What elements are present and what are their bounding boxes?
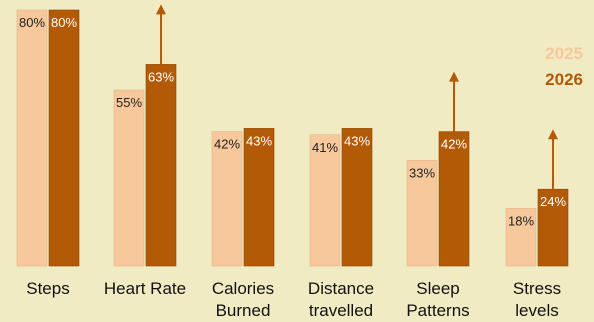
bar-2026-sleep-patterns	[438, 131, 470, 267]
category-labels-group: Steps Heart Rate Calories Burned Distance tra…	[26, 279, 561, 320]
bar-2025-steps	[16, 9, 48, 267]
legend-entry-2025: 2025	[545, 44, 583, 63]
bar-2026-calories-burned	[243, 128, 275, 267]
category-label-heart-rate: Heart Rate	[104, 279, 186, 298]
value-labels-group: 80% 80% 55% 63% 42% 43% 41% 43% 33% 42% 18% 24%	[19, 15, 566, 228]
value-label-2026-steps: 80%	[51, 15, 77, 30]
value-label-2025-calories-burned: 42%	[214, 137, 240, 152]
increase-arrow-heart-rate	[156, 4, 166, 65]
value-label-2026-calories-burned: 43%	[246, 133, 272, 148]
increase-arrow-stress-levels	[548, 129, 558, 190]
value-label-2026-stress-levels: 24%	[540, 194, 566, 209]
bar-2025-heart-rate	[113, 89, 145, 267]
bar-2026-heart-rate	[145, 64, 177, 267]
category-label-sleep-patterns: Sleep Patterns	[406, 279, 469, 320]
bar-2025-stress-levels	[505, 208, 537, 267]
value-label-2025-stress-levels: 18%	[508, 213, 534, 228]
bar-2025-distance-travelled	[309, 134, 341, 267]
bar-2025-sleep-patterns	[406, 160, 438, 267]
value-label-2025-steps: 80%	[19, 15, 45, 30]
value-label-2026-sleep-patterns: 42%	[441, 137, 467, 152]
bar-2026-steps	[48, 9, 80, 267]
bar-2025-calories-burned	[211, 131, 243, 267]
bar-2026-distance-travelled	[341, 128, 373, 267]
category-label-steps: Steps	[26, 279, 69, 298]
value-label-2025-heart-rate: 55%	[116, 95, 142, 110]
value-label-2025-distance-travelled: 41%	[312, 140, 338, 155]
bars-group	[16, 9, 569, 267]
category-label-distance-travelled: Distance travelled	[308, 279, 374, 320]
bar-2026-stress-levels	[537, 188, 569, 267]
value-label-2025-sleep-patterns: 33%	[409, 165, 435, 180]
legend: 2025 2026	[545, 44, 583, 89]
value-label-2026-distance-travelled: 43%	[344, 133, 370, 148]
value-label-2026-heart-rate: 63%	[148, 69, 174, 84]
category-label-stress-levels: Stress levels	[513, 279, 561, 320]
category-label-calories-burned: Calories Burned	[212, 279, 274, 320]
legend-entry-2026: 2026	[545, 70, 583, 89]
arrows-group	[156, 4, 558, 190]
increase-arrow-sleep-patterns	[449, 71, 459, 132]
